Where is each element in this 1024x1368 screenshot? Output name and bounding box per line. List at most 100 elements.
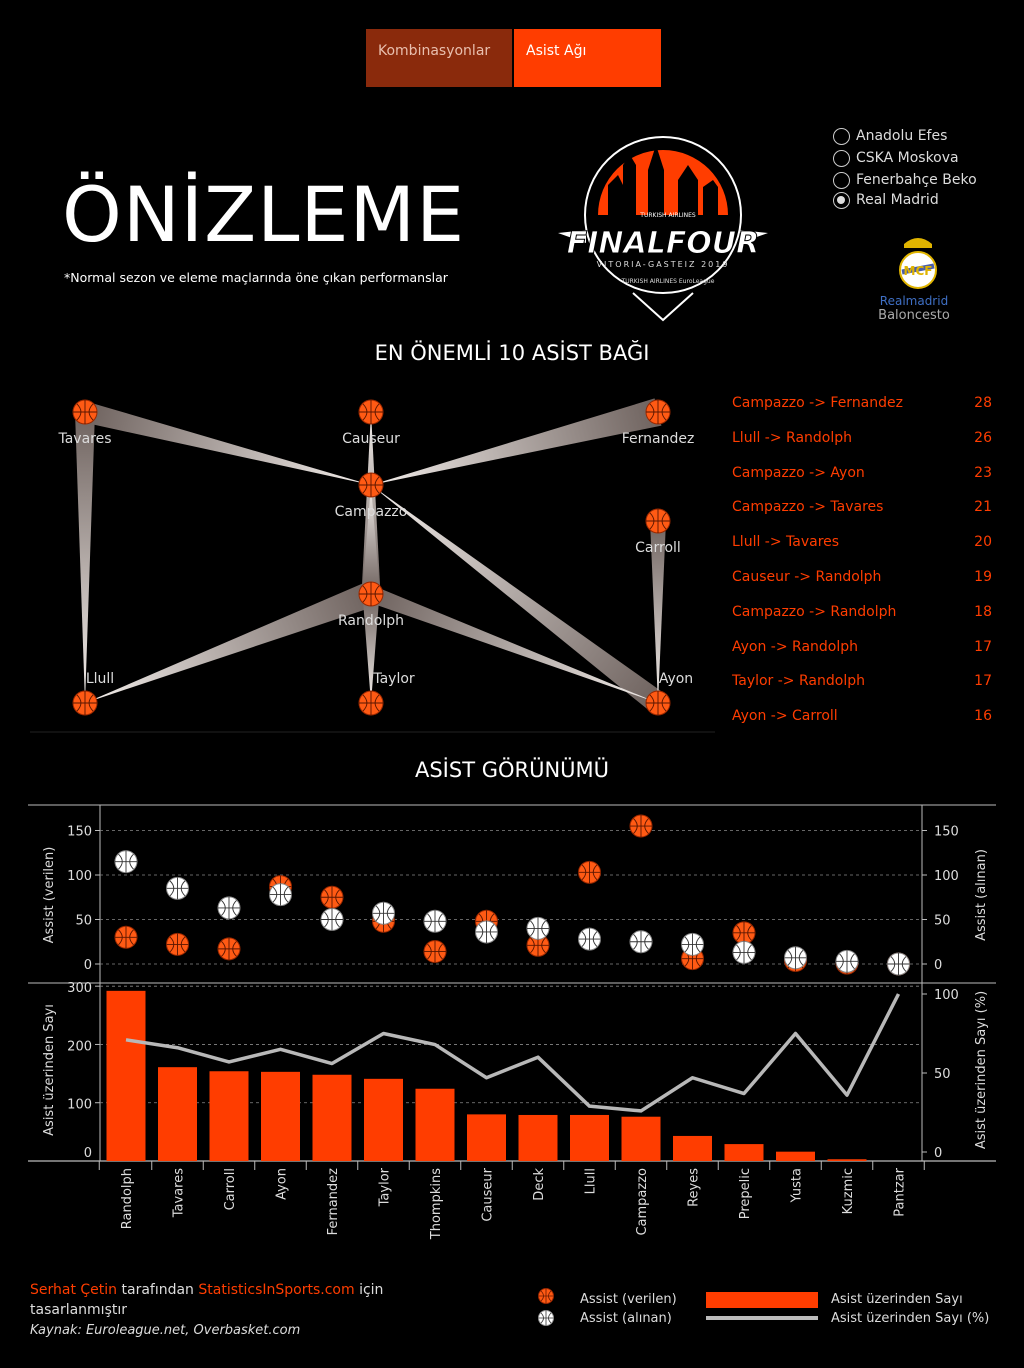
assist-given-point bbox=[217, 937, 241, 961]
link-value: 19 bbox=[974, 569, 992, 585]
y-tick-label: 150 bbox=[67, 825, 92, 840]
legend-label-bar: Asist üzerinden Sayı bbox=[831, 1292, 963, 1307]
x-tick-label: Fernandez bbox=[326, 1168, 341, 1236]
assist-received-point bbox=[835, 949, 859, 973]
radio-selected-icon[interactable] bbox=[833, 191, 850, 209]
real-madrid-logo: MCF Realmadrid Baloncesto bbox=[878, 238, 950, 323]
x-tick-label: Ayon bbox=[275, 1168, 290, 1200]
team-option-real-madrid[interactable]: Real Madrid bbox=[833, 190, 939, 210]
assist-given-point bbox=[320, 885, 344, 909]
assist-received-point bbox=[629, 930, 653, 954]
x-tick-label: Yusta bbox=[790, 1168, 805, 1204]
team-option-anadolu-efes[interactable]: Anadolu Efes bbox=[833, 126, 947, 146]
team-label: CSKA Moskova bbox=[856, 150, 959, 166]
assist-received-point bbox=[578, 927, 601, 951]
link-value: 17 bbox=[974, 673, 992, 690]
points-bar bbox=[724, 1144, 764, 1161]
legend-label-line: Asist üzerinden Sayı (%) bbox=[831, 1311, 990, 1326]
link-value: 28 bbox=[974, 395, 992, 411]
link-row: Ayon -> Randolph 17 bbox=[732, 639, 992, 655]
player-node-icon bbox=[72, 690, 98, 716]
link-value: 16 bbox=[974, 708, 992, 725]
link-value: 17 bbox=[974, 638, 992, 655]
page-title: ÖNİZLEME bbox=[62, 170, 466, 259]
y-tick-label-right: 50 bbox=[934, 1067, 951, 1082]
final-four-logo: FINALFOUR VITORIA-GASTEIZ 2019 TURKISH A… bbox=[558, 136, 768, 322]
footer-credit: Serhat Çetin tarafından StatisticsInSpor… bbox=[30, 1280, 430, 1320]
y-axis-label: Assist (verilen) bbox=[42, 847, 57, 944]
team-label: Anadolu Efes bbox=[856, 128, 948, 144]
legend-line-swatch bbox=[706, 1316, 818, 1320]
link-row: Campazzo -> Tavares 21 bbox=[732, 499, 992, 515]
player-node-label: Taylor bbox=[372, 671, 415, 687]
link-value: 20 bbox=[974, 534, 992, 551]
network-link bbox=[75, 412, 95, 703]
link-value: 26 bbox=[974, 429, 992, 446]
points-bar bbox=[467, 1114, 506, 1161]
logo-sub-text: VITORIA-GASTEIZ 2019 bbox=[597, 260, 730, 269]
x-tick-label: Randolph bbox=[120, 1168, 135, 1229]
assist-received-point bbox=[681, 932, 704, 956]
network-link bbox=[650, 521, 666, 703]
network-link bbox=[362, 485, 380, 594]
assist-charts: 0 0 50 50 100 100 150 150 Assist (verilen) Assist… bbox=[28, 804, 996, 1240]
x-tick-label: Campazzo bbox=[635, 1168, 650, 1236]
radio-icon[interactable] bbox=[833, 127, 850, 145]
link-label: Taylor -> Randolph bbox=[732, 673, 865, 690]
x-tick-label: Thompkins bbox=[429, 1168, 444, 1240]
player-node-label: Randolph bbox=[338, 613, 404, 629]
radio-icon[interactable] bbox=[833, 171, 850, 189]
team-option-fenerbahce-beko[interactable]: Fenerbahçe Beko bbox=[833, 170, 977, 190]
y-tick-label-right: 100 bbox=[934, 869, 959, 884]
points-bar bbox=[518, 1114, 558, 1161]
link-label: Campazzo -> Randolph bbox=[732, 603, 897, 620]
club-logo-line2: Baloncesto bbox=[878, 308, 950, 323]
player-node-icon bbox=[645, 690, 671, 716]
points-bar bbox=[209, 1071, 249, 1161]
assist-received-point bbox=[887, 952, 910, 976]
page-subtitle: *Normal sezon ve eleme maçlarında öne çı… bbox=[64, 270, 448, 285]
team-option-cska-moskova[interactable]: CSKA Moskova bbox=[833, 148, 959, 168]
assist-received-point bbox=[732, 940, 756, 964]
assist-received-point bbox=[784, 946, 807, 970]
radio-icon[interactable] bbox=[833, 149, 850, 167]
tab-asist-agi[interactable]: Asist Ağı bbox=[514, 29, 661, 87]
legend-icons bbox=[538, 1288, 554, 1326]
assist-given-point bbox=[114, 925, 138, 949]
link-value: 21 bbox=[974, 499, 992, 516]
link-value: 18 bbox=[974, 603, 992, 620]
assist-received-point bbox=[372, 901, 395, 925]
link-label: Causeur -> Randolph bbox=[732, 569, 882, 585]
tab-kombinasyonlar[interactable]: Kombinasyonlar bbox=[366, 29, 512, 87]
x-tick-label: Tavares bbox=[172, 1168, 187, 1218]
network-link bbox=[362, 594, 380, 703]
y-tick-label-right: 100 bbox=[934, 988, 959, 1003]
legend-bar-swatch bbox=[706, 1292, 818, 1308]
link-row: Ayon -> Carroll 16 bbox=[732, 708, 992, 724]
y-axis-label-right: Asist üzerinden Sayı (%) bbox=[974, 991, 989, 1149]
y-tick-label: 0 bbox=[84, 958, 92, 973]
assist-received-point bbox=[526, 916, 550, 940]
credit-text: tarafından bbox=[117, 1282, 199, 1298]
points-bar bbox=[827, 1159, 867, 1161]
site-link[interactable]: StatisticsInSports.com bbox=[198, 1282, 355, 1298]
link-label: Campazzo -> Ayon bbox=[732, 464, 865, 481]
logo-sponsor-text: TURKISH AIRLINES EuroLeague bbox=[621, 278, 715, 285]
legend-label-alinan: Assist (alınan) bbox=[580, 1311, 672, 1326]
player-node-icon bbox=[72, 399, 98, 425]
points-bar bbox=[312, 1074, 352, 1161]
points-bar bbox=[158, 1067, 197, 1161]
link-label: Llull -> Tavares bbox=[732, 534, 840, 551]
points-bar bbox=[570, 1114, 609, 1161]
svg-text:MCF: MCF bbox=[904, 264, 933, 278]
assist-received-point bbox=[320, 908, 344, 931]
link-label: Campazzo -> Fernandez bbox=[732, 395, 903, 411]
link-label: Campazzo -> Tavares bbox=[732, 499, 884, 516]
player-node-label: Llull bbox=[86, 671, 114, 687]
link-row: Llull -> Tavares 20 bbox=[732, 534, 992, 550]
author-link[interactable]: Serhat Çetin bbox=[30, 1282, 118, 1298]
points-bar bbox=[364, 1078, 403, 1161]
network-link bbox=[371, 398, 662, 485]
basketball-orange-icon bbox=[538, 1288, 554, 1304]
logo-top-text: TURKISH AIRLINES bbox=[639, 212, 696, 219]
